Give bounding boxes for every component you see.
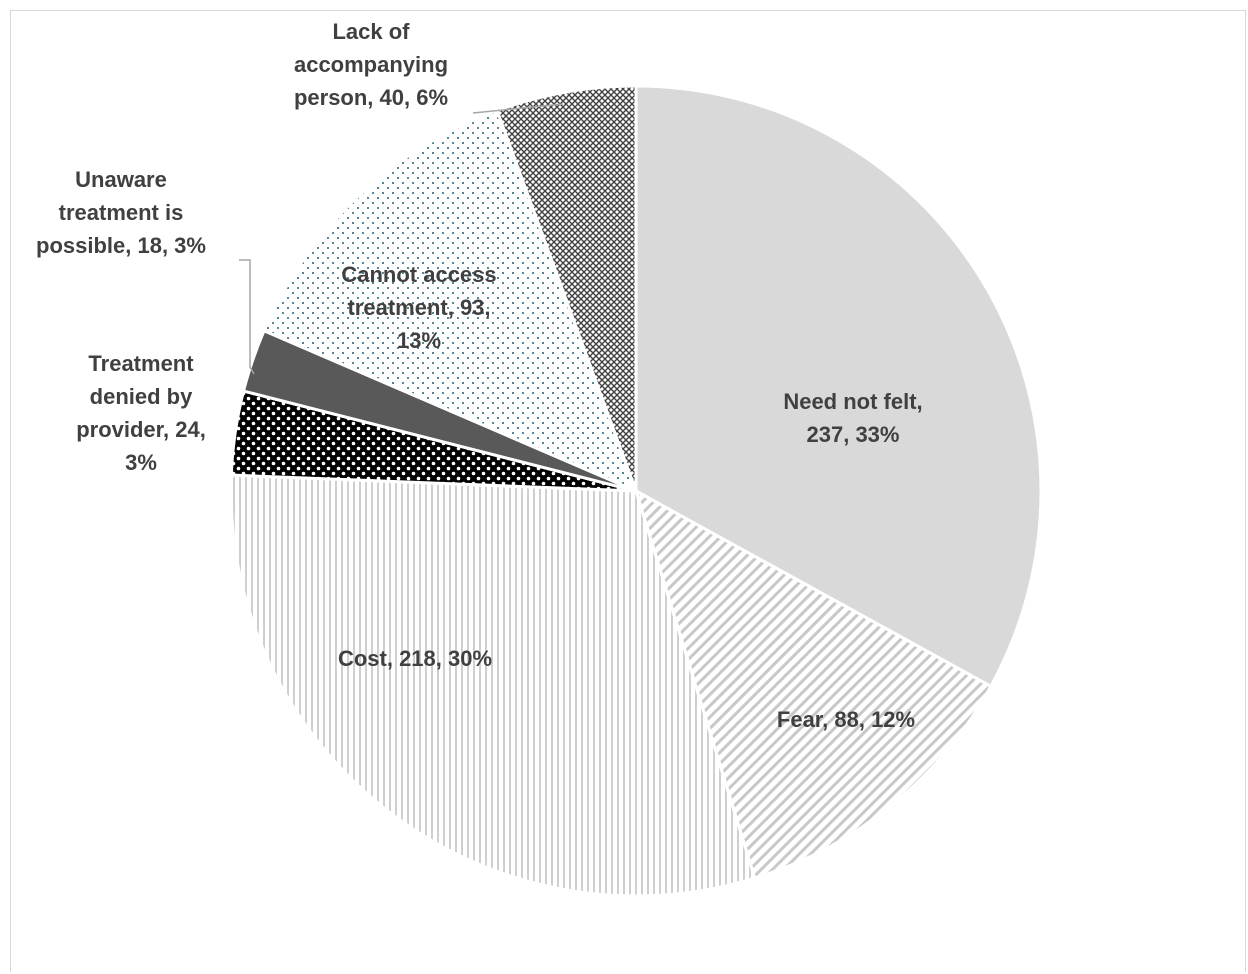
pie-slice-fear bbox=[633, 487, 993, 881]
pie-chart: Need not felt, 237, 33% Fear, 88, 12% Cost,… bbox=[36, 19, 1043, 898]
data-label-fear: Fear, 88, 12% bbox=[777, 707, 915, 732]
data-label-cannot-access-treatment: Cannot access treatment, 93, 13% bbox=[341, 262, 496, 353]
pie-slice-cost bbox=[229, 473, 757, 898]
data-label-cost: Cost, 218, 30% bbox=[338, 646, 492, 671]
data-label-lack-of-accompanying-person: Lack of accompanying person, 40, 6% bbox=[294, 19, 448, 110]
leader-line bbox=[472, 103, 564, 114]
data-label-need-not-felt: Need not felt, 237, 33% bbox=[783, 389, 922, 447]
leader-line bbox=[239, 259, 255, 375]
leader-lines bbox=[239, 103, 564, 375]
data-label-unaware-treatment-is-possible: Unaware treatment is possible, 18, 3% bbox=[36, 167, 206, 258]
pie-labels: Need not felt, 237, 33% Fear, 88, 12% Cost,… bbox=[36, 19, 923, 732]
pie-slice-cannot-access-treatment bbox=[262, 108, 639, 494]
data-label-treatment-denied-by-provider: Treatment denied by provider, 24, 3% bbox=[76, 351, 206, 475]
pie-slices bbox=[229, 84, 1043, 898]
chart-area: Need not felt, 237, 33% Fear, 88, 12% Cost,… bbox=[10, 10, 1246, 972]
pie-slice-need-not-felt bbox=[634, 84, 1043, 689]
